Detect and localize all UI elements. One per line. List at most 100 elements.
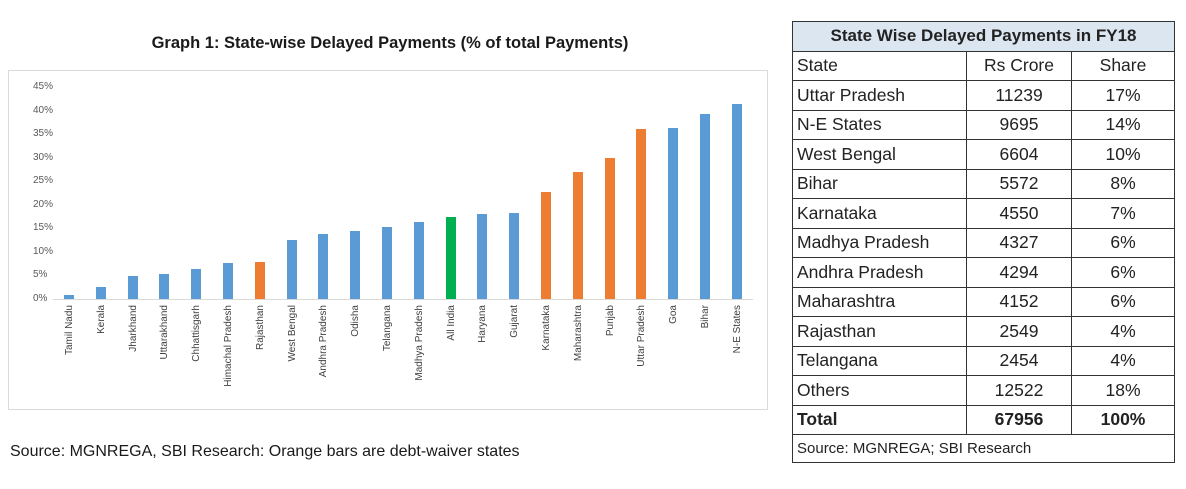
x-tick-label: Uttarakhand	[157, 305, 171, 405]
cell-share: 6%	[1071, 227, 1175, 258]
x-tick-text: Jharkhand	[127, 305, 139, 352]
bar-chhattisgarh	[191, 268, 202, 299]
x-tick-text: Haryana	[477, 305, 489, 343]
bar-chart: 45% 40% 35% 30% 25% 20% 15% 10% 5% 0% Tamil Nadu Ke…	[8, 70, 768, 410]
bar-gujarat	[509, 213, 520, 299]
cell-state: West Bengal	[792, 139, 967, 170]
table-row: Madhya Pradesh 4327 6%	[792, 227, 1175, 258]
header-state: State	[792, 50, 967, 81]
bar-haryana	[477, 214, 488, 299]
cell-share: 14%	[1071, 109, 1175, 140]
y-tick-label: 45%	[33, 81, 54, 92]
bar-goa	[668, 128, 679, 299]
x-tick-label: Maharashtra	[571, 305, 585, 405]
x-tick-label: Gujarat	[507, 305, 521, 405]
x-tick-label: Goa	[666, 305, 680, 405]
x-tick-text: Tamil Nadu	[64, 305, 75, 356]
table-source: Source: MGNREGA; SBI Research	[792, 434, 1175, 463]
cell-rs-crore: 4152	[966, 286, 1072, 317]
cell-state: Maharashtra	[792, 286, 967, 317]
cell-rs-crore: 11239	[966, 80, 1072, 111]
y-tick-label: 35%	[33, 128, 54, 140]
x-tick-text: Madhya Pradesh	[413, 305, 425, 381]
cell-share: 10%	[1071, 139, 1175, 170]
x-tick-text: West Bengal	[286, 305, 298, 362]
bar-all-india	[445, 216, 456, 299]
cell-state: Rajasthan	[792, 316, 967, 347]
chart-title: Graph 1: State-wise Delayed Payments (% …	[151, 34, 629, 52]
x-tick-text: Gujarat	[509, 305, 521, 338]
table-row: N-E States 9695 14%	[792, 109, 1175, 140]
x-tick-label: Himachal Pradesh	[221, 305, 235, 405]
bar-jharkhand	[127, 276, 138, 299]
cell-rs-crore: 2549	[966, 316, 1072, 347]
table-row: Rajasthan 2549 4%	[792, 316, 1175, 347]
bar-karnataka	[541, 191, 551, 299]
x-tick-label: Madhya Pradesh	[412, 305, 426, 405]
y-tick-label: 40%	[33, 104, 54, 116]
bar-uttar-pradesh	[636, 129, 647, 299]
cell-state: Telangana	[792, 345, 967, 376]
y-tick-label: 30%	[33, 151, 54, 163]
cell-share: 6%	[1071, 257, 1175, 288]
x-tick-label: Rajasthan	[253, 305, 267, 405]
x-tick-label: Punjab	[603, 305, 617, 405]
x-tick-label: West Bengal	[285, 305, 299, 405]
cell-state: Karnataka	[792, 198, 967, 229]
total-rs-crore: 67956	[966, 404, 1072, 435]
y-tick-label: 0%	[33, 293, 48, 304]
bar-maharashtra	[572, 171, 583, 299]
cell-share: 4%	[1071, 316, 1175, 347]
table-row: Uttar Pradesh 11239 17%	[792, 80, 1175, 111]
x-tick-label: Telangana	[380, 305, 394, 405]
cell-share: 6%	[1071, 286, 1175, 317]
x-tick-text: Chhattisgarh	[191, 305, 203, 362]
cell-rs-crore: 4327	[966, 227, 1072, 258]
x-tick-label: N-E States	[730, 305, 744, 405]
x-tick-label: Tamil Nadu	[62, 305, 76, 405]
table-row: Bihar 5572 8%	[792, 168, 1175, 199]
bar-uttarakhand	[159, 273, 170, 299]
cell-state: Others	[792, 375, 967, 406]
x-tick-text: Andhra Pradesh	[318, 305, 330, 378]
x-tick-text: All India	[445, 305, 457, 341]
x-tick-text: Odisha	[350, 305, 362, 337]
header-share: Share	[1071, 50, 1175, 81]
header-rs-crore: Rs Crore	[966, 50, 1072, 81]
x-tick-text: Himachal Pradesh	[223, 305, 234, 387]
bar-punjab	[604, 157, 615, 299]
bar-telangana	[382, 226, 392, 299]
total-state: Total	[792, 404, 967, 435]
cell-rs-crore: 4550	[966, 198, 1072, 229]
table-title: State Wise Delayed Payments in FY18	[792, 21, 1175, 52]
cell-rs-crore: 2454	[966, 345, 1072, 376]
bar-n-e-states	[731, 103, 742, 299]
x-tick-text: Maharashtra	[572, 305, 584, 362]
cell-state: Andhra Pradesh	[792, 257, 967, 288]
x-tick-text: N-E States	[731, 305, 743, 354]
bar-kerala	[95, 286, 106, 299]
y-tick-label: 15%	[33, 222, 54, 234]
cell-share: 17%	[1071, 80, 1175, 111]
table-header-row: State Rs Crore Share	[792, 50, 1175, 81]
table-row: Andhra Pradesh 4294 6%	[792, 257, 1175, 288]
x-tick-label: Bihar	[698, 305, 712, 405]
cell-share: 7%	[1071, 198, 1175, 229]
x-tick-label: Chhattisgarh	[189, 305, 203, 405]
x-tick-label: Haryana	[475, 305, 489, 405]
x-tick-text: Goa	[668, 305, 680, 324]
bar-tamil-nadu	[64, 295, 74, 299]
table-total-row: Total 67956 100%	[792, 404, 1175, 435]
table-row: Others 12522 18%	[792, 375, 1175, 406]
bar-west-bengal	[286, 240, 297, 299]
cell-share: 18%	[1071, 375, 1175, 406]
bar-bihar	[700, 113, 710, 299]
x-tick-text: Telangana	[382, 305, 393, 352]
x-tick-text: Rajasthan	[254, 305, 266, 351]
y-tick-label: 25%	[33, 175, 54, 187]
cell-rs-crore: 12522	[966, 375, 1072, 406]
cell-share: 4%	[1071, 345, 1175, 376]
x-tick-text: Kerala	[95, 305, 107, 334]
total-share: 100%	[1071, 404, 1175, 435]
table-row: Telangana 2454 4%	[792, 345, 1175, 376]
